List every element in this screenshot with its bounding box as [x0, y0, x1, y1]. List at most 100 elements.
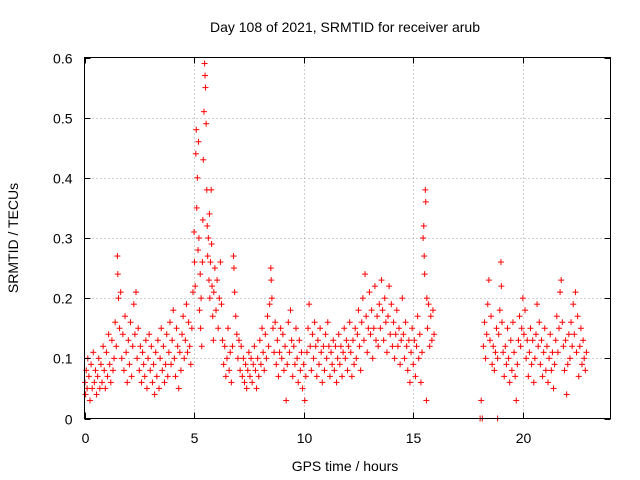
- data-point: [526, 349, 533, 356]
- data-point: [528, 361, 535, 368]
- data-point: [562, 337, 569, 344]
- data-point: [493, 325, 500, 332]
- data-point: [191, 228, 198, 235]
- data-point: [168, 361, 175, 368]
- data-point: [242, 361, 249, 368]
- data-point: [122, 313, 129, 320]
- data-point: [196, 307, 203, 314]
- data-point: [135, 325, 142, 332]
- data-point: [391, 355, 398, 362]
- data-point: [388, 301, 395, 308]
- data-point: [490, 343, 497, 350]
- data-point: [195, 247, 202, 254]
- data-point: [255, 373, 262, 380]
- data-point: [118, 355, 125, 362]
- data-point: [95, 355, 102, 362]
- data-point: [566, 355, 573, 362]
- data-point: [385, 313, 392, 320]
- data-point: [547, 331, 554, 338]
- data-point: [551, 361, 558, 368]
- data-point: [316, 361, 323, 368]
- data-point: [335, 331, 342, 338]
- data-point: [417, 379, 424, 386]
- data-point: [199, 259, 206, 266]
- data-point: [100, 343, 107, 350]
- data-point: [147, 367, 154, 374]
- data-point: [94, 373, 101, 380]
- data-point: [502, 343, 509, 350]
- data-point: [125, 337, 132, 344]
- data-point: [560, 343, 567, 350]
- data-point: [483, 331, 490, 338]
- data-point: [267, 265, 274, 272]
- data-point: [285, 319, 292, 326]
- data-point: [176, 349, 183, 356]
- data-point: [160, 343, 167, 350]
- data-point: [413, 343, 420, 350]
- data-point: [405, 337, 412, 344]
- data-point: [219, 337, 226, 344]
- data-point: [119, 331, 126, 338]
- data-point: [82, 391, 89, 398]
- data-point: [319, 379, 326, 386]
- data-point: [107, 379, 114, 386]
- data-point: [378, 277, 385, 284]
- data-point: [113, 343, 120, 350]
- data-point: [549, 349, 556, 356]
- data-point: [187, 361, 194, 368]
- data-point: [422, 198, 429, 205]
- data-point: [561, 367, 568, 374]
- data-point: [492, 349, 499, 356]
- data-point: [129, 343, 136, 350]
- x-tick-label: 10: [297, 430, 313, 446]
- data-point: [127, 319, 134, 326]
- data-point: [516, 313, 523, 320]
- data-point: [161, 379, 168, 386]
- data-point: [208, 186, 215, 193]
- data-point: [552, 337, 559, 344]
- data-point: [294, 355, 301, 362]
- data-point: [389, 343, 396, 350]
- data-point: [215, 325, 222, 332]
- y-tick-label: 0.5: [53, 111, 73, 127]
- data-point: [508, 367, 515, 374]
- data-point: [498, 283, 505, 290]
- data-point: [488, 313, 495, 320]
- data-point: [291, 361, 298, 368]
- data-point: [419, 349, 426, 356]
- data-point: [415, 355, 422, 362]
- data-point: [574, 313, 581, 320]
- data-point: [503, 361, 510, 368]
- data-point: [184, 349, 191, 356]
- data-point: [239, 373, 246, 380]
- y-axis-title: SRMTID / TECUs: [5, 183, 21, 293]
- data-point: [205, 235, 212, 241]
- data-point: [330, 337, 337, 344]
- data-point: [138, 379, 145, 386]
- data-points: [81, 60, 590, 422]
- data-point: [240, 355, 247, 362]
- data-point: [412, 373, 419, 380]
- data-point: [111, 355, 118, 362]
- data-point: [311, 319, 318, 326]
- data-point: [380, 337, 387, 344]
- data-point: [372, 337, 379, 344]
- data-point: [375, 343, 382, 350]
- data-point: [404, 367, 411, 374]
- data-point: [209, 283, 216, 290]
- data-point: [197, 325, 204, 332]
- data-point: [365, 325, 372, 332]
- data-point: [102, 385, 109, 392]
- data-point: [478, 397, 485, 404]
- data-point: [511, 349, 518, 356]
- data-point: [148, 343, 155, 350]
- x-tick-label: 0: [82, 430, 90, 446]
- data-point: [238, 343, 245, 350]
- data-point: [515, 337, 522, 344]
- data-point: [324, 319, 331, 326]
- data-point: [153, 373, 160, 380]
- y-tick-label: 0.6: [53, 51, 73, 67]
- y-tick-labels: 0 0.1 0.2 0.3 0.4 0.5 0.6: [53, 51, 73, 428]
- data-point: [195, 138, 202, 145]
- data-point: [149, 379, 156, 386]
